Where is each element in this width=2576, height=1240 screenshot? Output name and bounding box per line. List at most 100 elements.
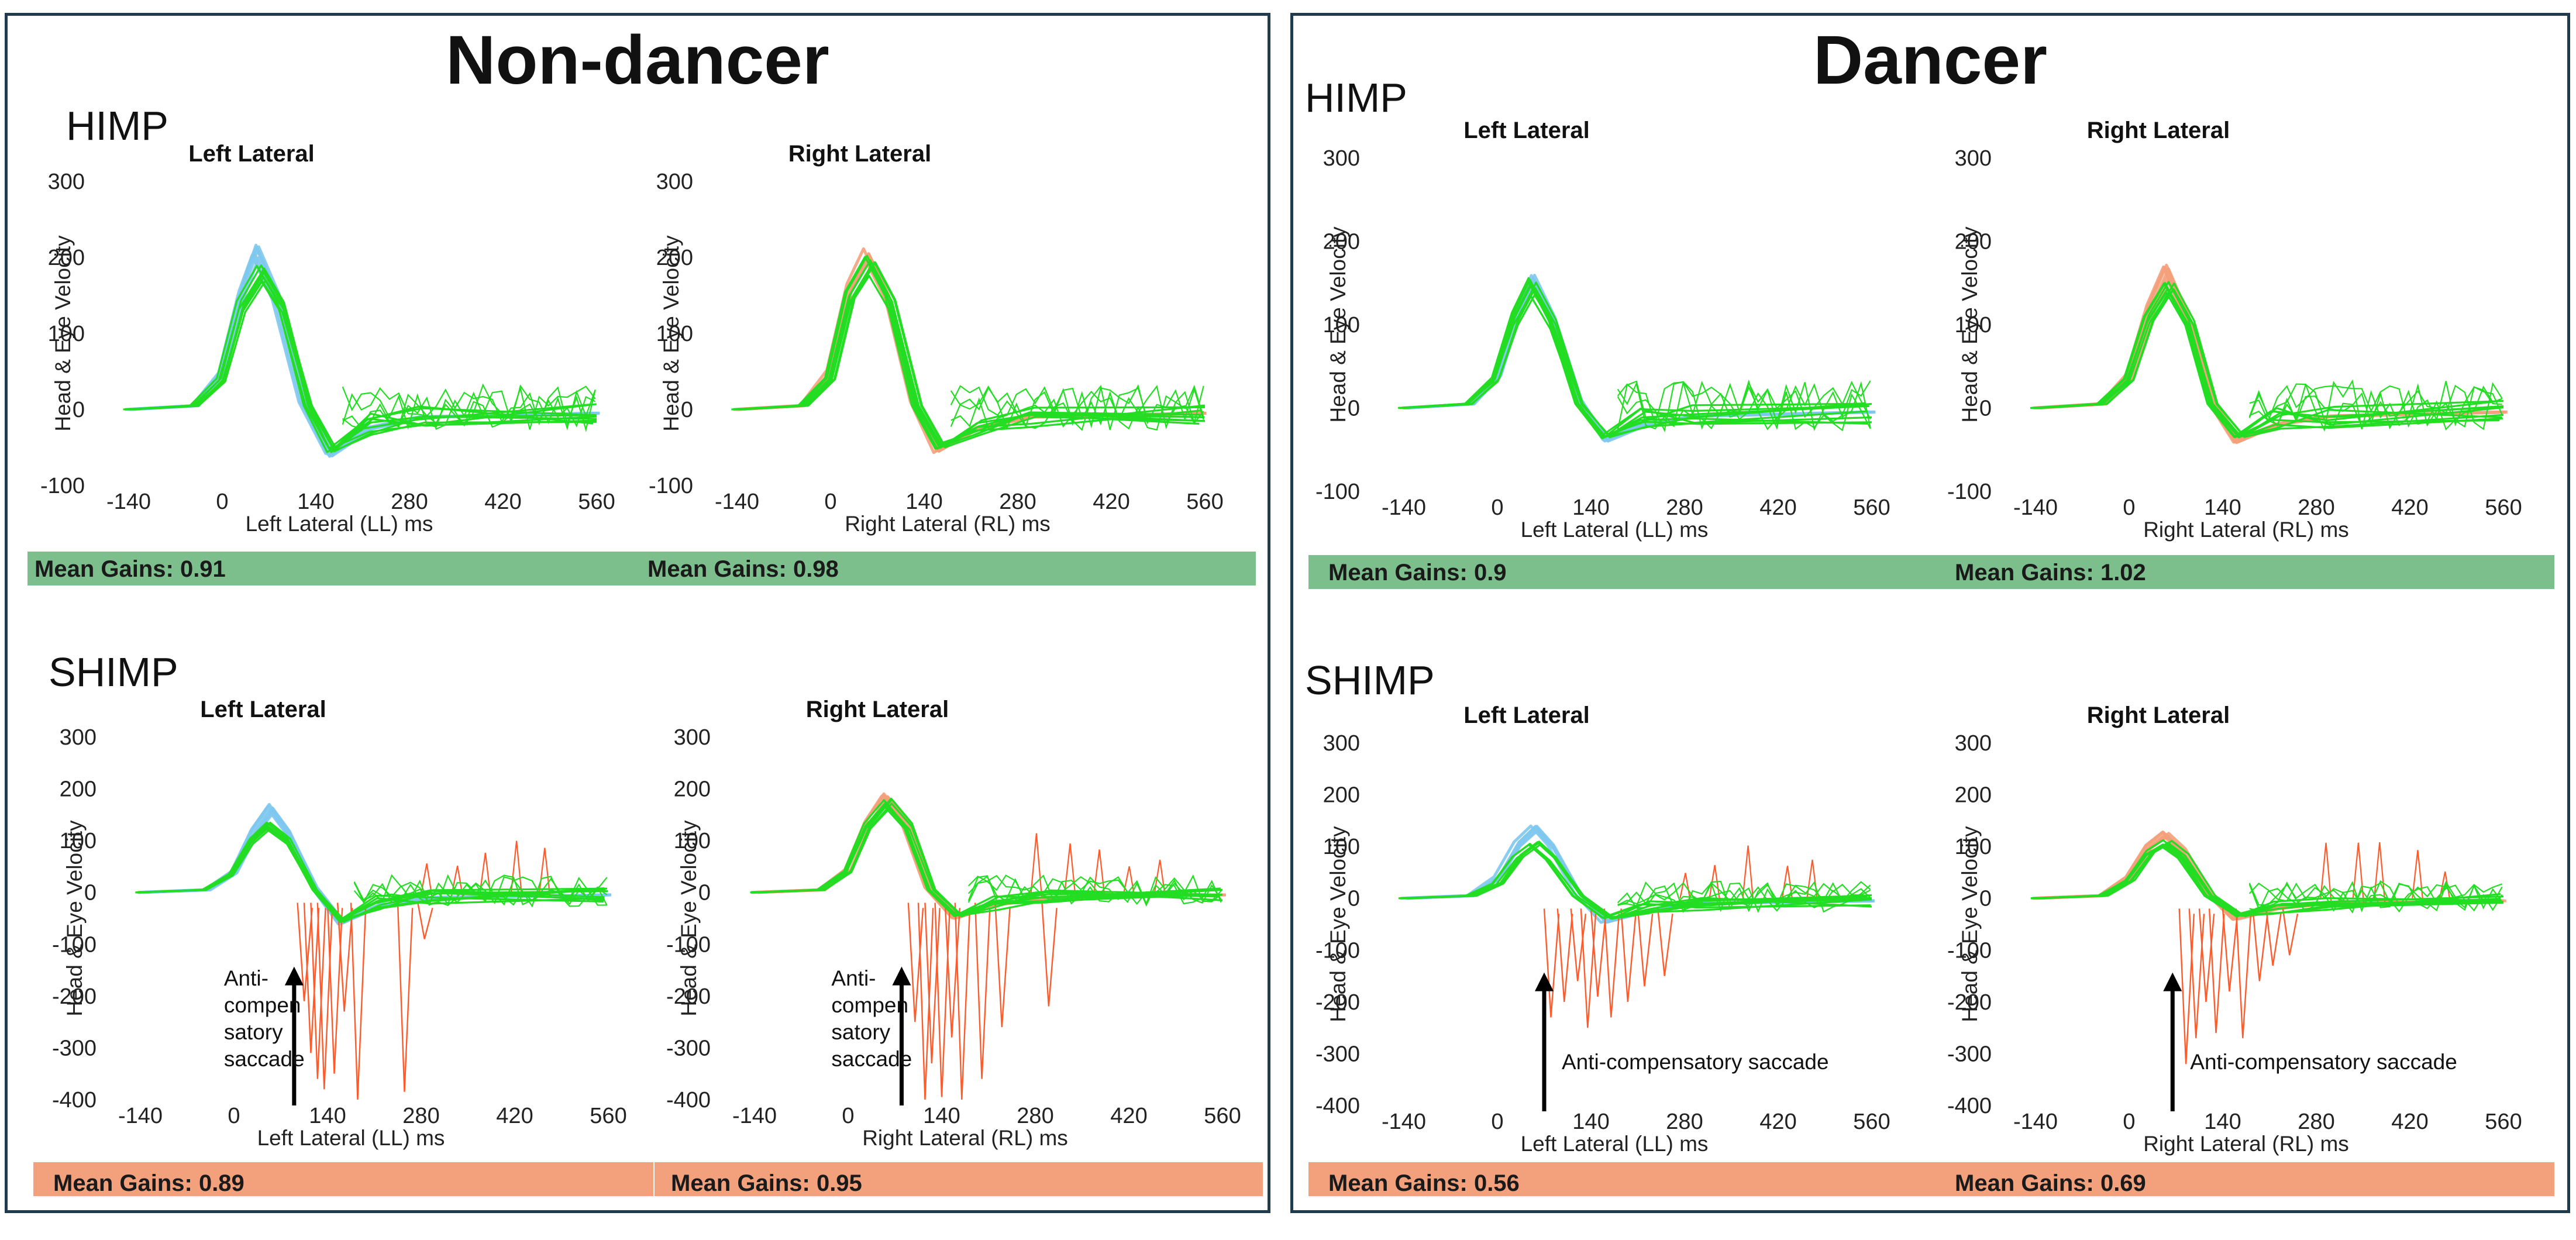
nd-himp-right-ytick: 0 (681, 398, 693, 422)
d-shimp-left-xtick: 0 (1491, 1110, 1503, 1134)
d-himp-left-xtick: 140 (1572, 495, 1609, 520)
d-himp-right-xtick: 0 (2123, 495, 2135, 520)
nd-shimp-right-saccade (974, 903, 991, 1079)
d-shimp-right-eye-trace (2033, 844, 2501, 917)
nd-shimp-left-saccade (310, 903, 326, 1079)
nd-shimp-right-eye-trace (757, 802, 1223, 917)
d-shimp-right-title: Right Lateral (2087, 702, 2230, 728)
d-shimp-left-ytick: -400 (1315, 1094, 1360, 1118)
nd-shimp-right-eye-trace (752, 804, 1221, 916)
nd-himp-left-xtick: -140 (106, 490, 151, 514)
nd-himp-left-xtick: 280 (391, 490, 428, 514)
nd-shimp-right-xlabel: Right Lateral (RL) ms (862, 1126, 1068, 1150)
d-shimp-right-ytick: 0 (1979, 887, 1992, 911)
d-shimp-right-xtick: 0 (2123, 1110, 2135, 1134)
d-shimp-left-eye-trace (1408, 842, 1872, 919)
d-shimp-right-saccade-tail (2320, 842, 2332, 904)
nondancer-himp-label: HIMP (66, 103, 168, 149)
d-shimp-left-eye-trace (1407, 841, 1872, 920)
nd-shimp-right-ytick: 200 (674, 777, 711, 802)
nd-himp-right-eye-noise (950, 384, 1204, 430)
d-himp-right-ytick: -100 (1947, 480, 1992, 504)
d-shimp-right-saccade (2282, 908, 2299, 956)
nd-shimp-left-ytick: 0 (84, 881, 97, 905)
dancer-title: Dancer (1813, 22, 2048, 99)
dancer-panel: Dancer HIMP SHIMP Mean Gains: 0.9 Mean G… (1290, 13, 2570, 1213)
nd-shimp-right-annotation-line: compen (831, 993, 908, 1017)
d-himp-right-eye-noise (2249, 383, 2503, 431)
nd-himp-left-xtick: 140 (297, 490, 334, 514)
d-himp-right-eye-noise (2249, 381, 2502, 428)
d-shimp-right-saccade (2188, 908, 2205, 1038)
nondancer-shimp-right-chart: Right Lateral -400 -300 -200 -100 0 100 200 300 -… (666, 697, 1241, 1150)
nd-shimp-right-saccade (994, 903, 1011, 1028)
d-shimp-left-eye-trace (1406, 841, 1872, 920)
nd-shimp-left-title: Left Lateral (200, 697, 326, 722)
d-shimp-right-saccade-tail (2412, 850, 2424, 904)
d-himp-left-eye-noise (1617, 381, 1871, 432)
nondancer-himp-left-chart: Left Lateral -100 0 100 200 300 -140 0 140 280 420… (40, 141, 615, 536)
d-himp-right-xtick: 420 (2391, 495, 2428, 520)
nd-himp-left-ytick: -100 (40, 474, 85, 498)
nd-shimp-left-xtick: 140 (309, 1104, 346, 1128)
d-shimp-left-ytick: 100 (1323, 835, 1360, 859)
d-himp-left-xlabel: Left Lateral (LL) ms (1521, 518, 1709, 542)
nd-shimp-right-annotation-arrowhead (892, 966, 911, 986)
nd-shimp-left-annotation-line: Anti- (224, 966, 268, 990)
nd-shimp-left-eye-trace (139, 821, 608, 923)
nd-shimp-right-ytick: -200 (666, 984, 711, 1009)
d-shimp-left-saccade-tail (1742, 845, 1754, 904)
d-himp-left-ytick: -100 (1315, 480, 1360, 504)
d-shimp-left-xtick: -140 (1382, 1110, 1426, 1134)
dancer-himp-left-gain: Mean Gains: 0.9 (1328, 560, 1507, 585)
nd-shimp-left-saccade-tail (479, 852, 492, 898)
nd-shimp-right-xtick: 0 (842, 1104, 854, 1128)
d-himp-left-title: Left Lateral (1463, 118, 1590, 143)
nd-himp-right-eye-noise (950, 384, 1204, 431)
d-himp-left-xtick: 280 (1666, 495, 1703, 520)
nd-himp-right-eye-trace (738, 263, 1206, 448)
nd-shimp-right-ytick: 0 (698, 881, 711, 905)
d-shimp-right-xtick: -140 (2013, 1110, 2058, 1134)
nd-shimp-left-annotation-line: compen (224, 993, 301, 1017)
d-shimp-right-eye-noise (2249, 882, 2503, 914)
nd-himp-left-xtick: 560 (578, 490, 615, 514)
d-shimp-left-xtick: 560 (1853, 1110, 1890, 1134)
d-himp-right-eye-noise (2248, 379, 2503, 432)
nd-shimp-left-saccade (336, 903, 353, 1012)
nd-himp-right-eye-noise (950, 384, 1204, 431)
nd-shimp-left-eye-noise (353, 874, 608, 905)
dancer-shimp-left-chart: Left Lateral -400 -300 -200 -100 0 100 200 300 -1… (1315, 702, 1890, 1156)
dancer-shimp-right-chart: Right Lateral -400 -300 -200 -100 0 100 200 300 -… (1947, 702, 2522, 1156)
nd-himp-left-title: Left Lateral (188, 141, 315, 167)
d-himp-right-ytick: 100 (1955, 313, 1992, 337)
nd-shimp-left-saccade (303, 903, 320, 1053)
d-himp-left-xtick: 420 (1759, 495, 1796, 520)
nd-shimp-left-eye-trace (136, 828, 605, 920)
nd-himp-right-xtick: 560 (1186, 490, 1223, 514)
nd-himp-right-ylabel: Head & Eye Velocity (659, 235, 683, 432)
d-himp-left-ytick: 300 (1323, 146, 1360, 171)
nd-himp-right-eye-trace (731, 256, 1200, 450)
nd-shimp-right-saccade-tail (1093, 849, 1106, 898)
nd-himp-right-eye-trace (733, 254, 1201, 450)
dancer-shimp-left-gain: Mean Gains: 0.56 (1328, 1170, 1520, 1196)
nd-himp-right-head-trace (738, 252, 1207, 453)
dancer-shimp-right-gain: Mean Gains: 0.69 (1955, 1170, 2146, 1196)
d-shimp-right-annotation-arrowhead (2163, 972, 2182, 991)
nd-himp-left-eye-trace (130, 267, 597, 453)
d-shimp-right-eye-noise (2248, 880, 2503, 912)
nd-shimp-left-xtick: 420 (496, 1104, 533, 1128)
nd-shimp-right-xtick: 560 (1204, 1104, 1241, 1128)
d-shimp-right-saccade-tail (2439, 871, 2451, 904)
d-shimp-right-eye-trace (2036, 844, 2504, 917)
d-shimp-left-ytick: -200 (1315, 990, 1360, 1015)
nondancer-himp-right-chart: Right Lateral -100 0 100 200 300 -140 0 140 280 42… (649, 141, 1224, 536)
d-shimp-left-eye-noise (1617, 881, 1871, 912)
nd-himp-right-ytick: 100 (656, 322, 693, 346)
d-himp-left-xtick: 0 (1491, 495, 1503, 520)
d-himp-right-ytick: 300 (1955, 146, 1992, 171)
d-himp-left-eye-trace (1404, 287, 1872, 437)
d-shimp-left-title: Left Lateral (1463, 702, 1590, 728)
dancer-himp-right-chart: Right Lateral -100 0 100 200 300 -140 0 140 280 42… (1947, 118, 2522, 542)
